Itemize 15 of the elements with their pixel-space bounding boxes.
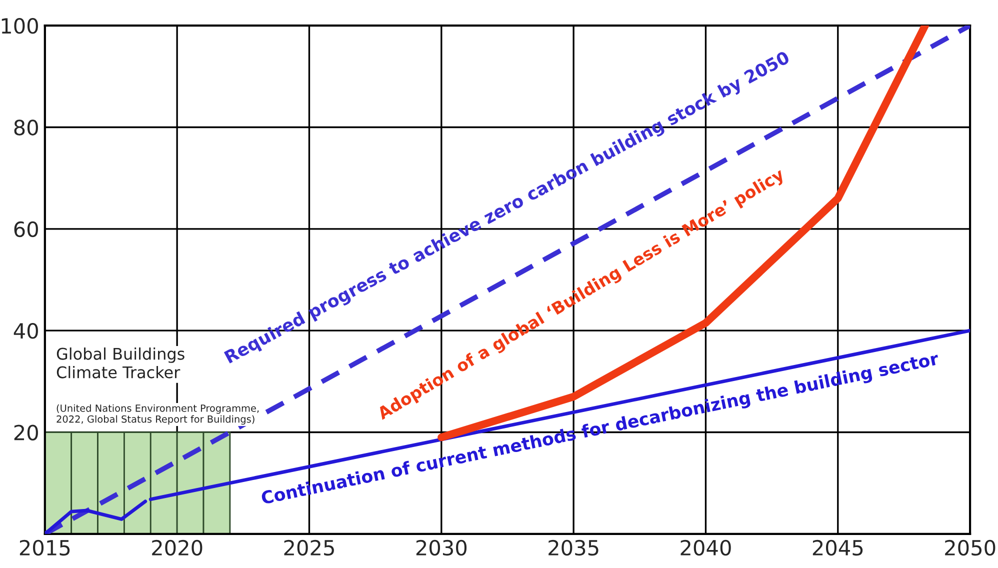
x-tick-label: 2050 xyxy=(945,540,996,556)
x-tick-label: 2020 xyxy=(152,540,202,556)
y-tick-label: 20 xyxy=(14,424,38,440)
y-tick-label: 100 xyxy=(2,18,38,34)
x-tick-label: 2025 xyxy=(284,540,334,556)
x-tick-label: 2040 xyxy=(680,540,731,556)
y-tick-label: 40 xyxy=(14,323,38,339)
annotation: (United Nations Environment Programme, 2022, Global Status Report for Buildings) xyxy=(56,404,259,425)
y-tick-label: 60 xyxy=(14,221,38,238)
x-tick-label: 2015 xyxy=(20,540,70,556)
x-tick-label: 2035 xyxy=(548,540,598,556)
x-tick-label: 2045 xyxy=(812,540,863,556)
annotation: Global Buildings Climate Tracker xyxy=(56,347,184,378)
x-tick-label: 2030 xyxy=(416,540,467,556)
y-tick-label: 80 xyxy=(14,120,38,136)
